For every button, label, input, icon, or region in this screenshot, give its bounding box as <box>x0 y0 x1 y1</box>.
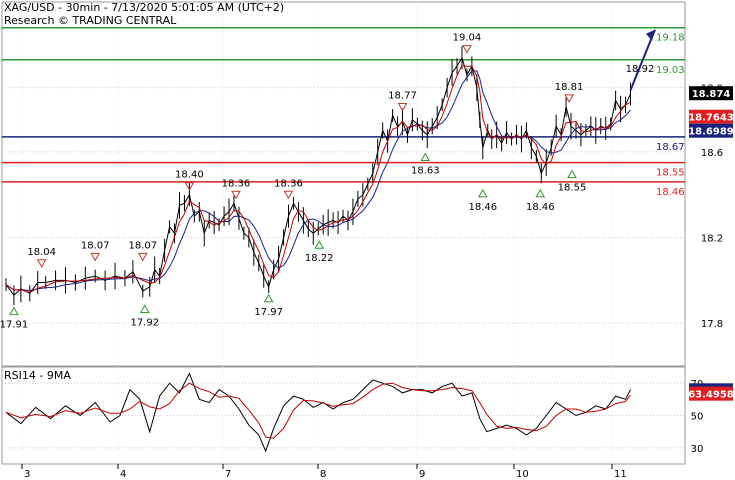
high-label: 18.81 <box>555 82 584 93</box>
low-label: 18.46 <box>526 202 555 213</box>
x-tick-label: 4 <box>120 469 126 480</box>
price-box-label: 18.7643 <box>688 113 734 124</box>
price-box <box>689 86 733 101</box>
support-marker <box>263 293 274 303</box>
y-tick-label: 18.2 <box>701 234 723 245</box>
level-label: 18.67 <box>656 142 685 153</box>
price-box-label: 18.6989 <box>688 127 734 138</box>
x-tick-label: 10 <box>516 469 529 480</box>
resistance-marker <box>462 45 472 54</box>
high-label: 19.04 <box>453 33 482 44</box>
high-label: 18.04 <box>27 247 56 258</box>
low-label: 18.46 <box>468 202 497 213</box>
rsi-ma-line <box>5 382 631 439</box>
high-label: 18.77 <box>388 90 417 101</box>
high-label: 18.07 <box>81 240 110 251</box>
high-label: 18.36 <box>274 178 303 189</box>
resistance-marker <box>90 252 101 262</box>
rsi-value-box <box>689 386 733 401</box>
resistance-marker <box>184 182 195 191</box>
rsi-y-tick-label: 30 <box>691 444 704 455</box>
x-tick-label: 7 <box>225 469 231 480</box>
high-label: 18.36 <box>222 178 251 189</box>
level-label: 19.03 <box>656 65 685 76</box>
high-label: 18.07 <box>128 240 157 251</box>
price-line <box>5 56 631 297</box>
support-marker <box>420 152 431 161</box>
price-box-label: 18.874 <box>692 89 731 100</box>
x-tick-label: 11 <box>614 469 627 480</box>
ma-slow-line <box>5 70 631 292</box>
x-tick-label: 8 <box>320 469 326 480</box>
x-tick-label: 3 <box>24 469 30 480</box>
resistance-marker <box>397 102 408 112</box>
support-marker <box>139 304 150 313</box>
y-tick-label: 18.6 <box>701 148 723 159</box>
rsi-panel-title: RSI14 - 9MA <box>4 369 71 382</box>
x-tick-label: 9 <box>419 469 425 480</box>
support-marker <box>535 188 546 198</box>
high-label: 18.40 <box>175 170 204 181</box>
support-marker <box>314 240 325 249</box>
level-label: 18.55 <box>656 168 685 179</box>
target-arrow <box>629 29 656 91</box>
level-label: 18.46 <box>656 187 685 198</box>
resistance-marker <box>283 190 294 200</box>
support-marker <box>9 306 19 316</box>
resistance-marker <box>231 190 241 200</box>
rsi-value-label: 63.4958 <box>688 390 734 401</box>
support-marker <box>477 188 488 198</box>
low-label: 17.97 <box>254 307 283 318</box>
rsi-y-tick-label: 50 <box>691 412 704 423</box>
support-marker <box>567 169 577 179</box>
low-label: 17.92 <box>130 317 159 328</box>
resistance-marker <box>36 259 47 268</box>
chart-title: XAG/USD - 30min - 7/13/2020 5:01:05 AM (… <box>4 1 285 14</box>
target-label: 18.92 <box>626 64 655 75</box>
arrow-head <box>646 29 655 41</box>
price-box <box>689 123 733 138</box>
level-label: 19.18 <box>656 33 685 44</box>
low-label: 17.91 <box>0 320 28 331</box>
y-tick-label: 17.8 <box>701 319 723 330</box>
price-box <box>689 109 733 124</box>
rsi-line <box>5 372 631 453</box>
low-label: 18.55 <box>558 183 587 194</box>
low-label: 18.22 <box>305 253 334 264</box>
resistance-marker <box>564 94 574 103</box>
main-panel-frame <box>1 1 686 367</box>
ma-fast-line <box>5 64 631 294</box>
chart-source: Research © TRADING CENTRAL <box>4 14 177 27</box>
low-label: 18.63 <box>411 165 440 176</box>
resistance-marker <box>137 252 148 262</box>
